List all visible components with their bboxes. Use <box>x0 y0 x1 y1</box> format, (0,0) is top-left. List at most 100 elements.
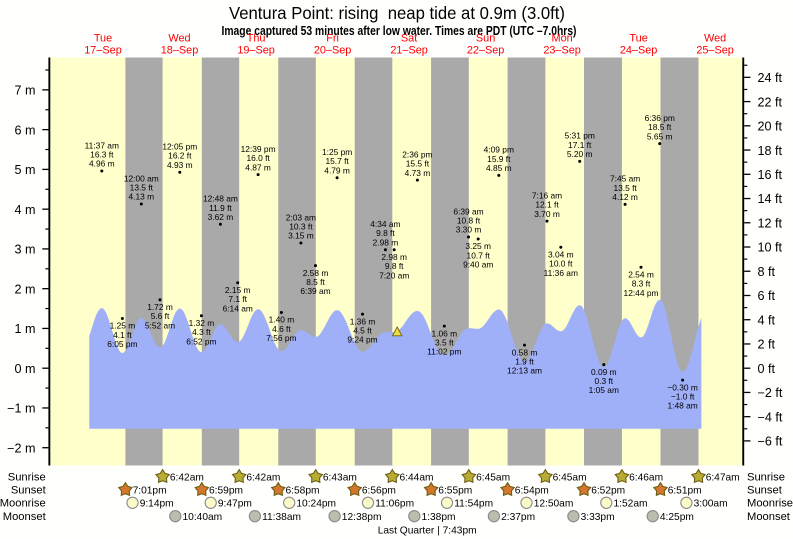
svg-text:3.5 ft: 3.5 ft <box>435 338 454 348</box>
svg-text:12:38pm: 12:38pm <box>342 512 382 523</box>
svg-text:2.98 m: 2.98 m <box>373 237 399 247</box>
svg-text:9:24 pm: 9:24 pm <box>347 335 377 345</box>
svg-text:20 ft: 20 ft <box>758 120 783 134</box>
svg-text:7:16 am: 7:16 am <box>532 190 562 200</box>
svg-text:Fri: Fri <box>326 32 339 44</box>
svg-text:2.98 m: 2.98 m <box>381 252 407 262</box>
svg-text:4 m: 4 m <box>15 203 36 217</box>
svg-text:Sunrise: Sunrise <box>747 471 785 483</box>
svg-text:9.8 ft: 9.8 ft <box>376 228 395 238</box>
svg-text:1.32 m: 1.32 m <box>189 318 215 328</box>
svg-text:1.9 ft: 1.9 ft <box>515 357 534 367</box>
svg-text:6:05 pm: 6:05 pm <box>107 339 137 349</box>
svg-text:2:03 am: 2:03 am <box>286 212 316 222</box>
svg-text:1:05 am: 1:05 am <box>589 385 619 395</box>
svg-text:8.3 ft: 8.3 ft <box>632 279 651 289</box>
svg-text:15.5 ft: 15.5 ft <box>406 159 430 169</box>
svg-text:4.13 m: 4.13 m <box>128 192 154 202</box>
svg-text:5:52 am: 5:52 am <box>145 320 175 330</box>
svg-text:7:56 pm: 7:56 pm <box>266 333 296 343</box>
svg-text:11:54pm: 11:54pm <box>454 498 493 509</box>
svg-text:11:02 pm: 11:02 pm <box>427 347 461 357</box>
svg-text:−2 ft: −2 ft <box>758 386 783 400</box>
svg-text:2.15 m: 2.15 m <box>225 285 251 295</box>
svg-text:12:39 pm: 12:39 pm <box>241 144 276 154</box>
svg-text:0.09 m: 0.09 m <box>591 367 617 377</box>
svg-text:Wed: Wed <box>168 32 190 44</box>
svg-text:7:45 am: 7:45 am <box>610 174 640 184</box>
svg-text:15.9 ft: 15.9 ft <box>487 154 511 164</box>
svg-text:6:51pm: 6:51pm <box>668 485 702 496</box>
svg-text:Sat: Sat <box>401 32 417 44</box>
svg-text:4:09 pm: 4:09 pm <box>484 145 514 155</box>
svg-text:2:37pm: 2:37pm <box>501 512 535 523</box>
svg-text:12.1 ft: 12.1 ft <box>535 200 559 210</box>
svg-text:5.65 m: 5.65 m <box>647 131 673 141</box>
svg-text:0.58 m: 0.58 m <box>512 347 538 357</box>
svg-text:22–Sep: 22–Sep <box>467 44 505 56</box>
svg-text:2 m: 2 m <box>15 282 36 296</box>
svg-text:24 ft: 24 ft <box>758 71 783 85</box>
svg-text:0 m: 0 m <box>15 362 36 376</box>
svg-text:4.3 ft: 4.3 ft <box>192 327 211 337</box>
svg-text:16.3 ft: 16.3 ft <box>90 150 114 160</box>
svg-text:11:36 am: 11:36 am <box>544 268 578 278</box>
svg-text:9:40 am: 9:40 am <box>463 260 493 270</box>
svg-text:2:36 pm: 2:36 pm <box>402 149 432 159</box>
svg-text:5.6 ft: 5.6 ft <box>151 311 170 321</box>
svg-text:6:39 am: 6:39 am <box>300 286 330 296</box>
svg-text:5 m: 5 m <box>15 163 36 177</box>
svg-text:6 ft: 6 ft <box>758 289 776 303</box>
svg-text:9.8 ft: 9.8 ft <box>385 261 404 271</box>
svg-text:9:47pm: 9:47pm <box>218 498 252 509</box>
svg-text:1:48 am: 1:48 am <box>667 401 697 411</box>
svg-text:6:59pm: 6:59pm <box>209 485 243 496</box>
svg-text:17.1 ft: 17.1 ft <box>568 140 592 150</box>
svg-text:11:37 am: 11:37 am <box>85 140 119 150</box>
svg-text:16 ft: 16 ft <box>758 168 783 182</box>
svg-text:3.15 m: 3.15 m <box>288 231 314 241</box>
svg-text:4.96 m: 4.96 m <box>89 159 115 169</box>
svg-text:Moonset: Moonset <box>3 511 47 523</box>
svg-text:16.2 ft: 16.2 ft <box>168 151 192 161</box>
svg-text:13.5 ft: 13.5 ft <box>613 183 637 193</box>
svg-text:4.93 m: 4.93 m <box>167 160 193 170</box>
svg-text:1.25 m: 1.25 m <box>110 321 136 331</box>
svg-text:6:56pm: 6:56pm <box>362 485 396 496</box>
svg-text:11:06pm: 11:06pm <box>375 498 414 509</box>
svg-text:6:52pm: 6:52pm <box>591 485 625 496</box>
svg-text:Sunset: Sunset <box>747 484 783 496</box>
svg-text:6:14 am: 6:14 am <box>223 303 253 313</box>
svg-text:25–Sep: 25–Sep <box>696 44 734 56</box>
svg-text:3:00am: 3:00am <box>694 498 728 509</box>
svg-text:4.87 m: 4.87 m <box>245 162 271 172</box>
svg-text:Tue: Tue <box>94 32 112 44</box>
svg-text:12:05 pm: 12:05 pm <box>162 142 197 152</box>
svg-text:Moonrise: Moonrise <box>0 497 46 509</box>
svg-text:6:39 am: 6:39 am <box>453 206 483 216</box>
svg-text:20–Sep: 20–Sep <box>314 44 352 56</box>
svg-text:Sun: Sun <box>476 32 495 44</box>
svg-text:14 ft: 14 ft <box>758 192 783 206</box>
svg-text:4.79 m: 4.79 m <box>324 165 350 175</box>
svg-text:24–Sep: 24–Sep <box>620 44 658 56</box>
svg-text:4:25pm: 4:25pm <box>660 512 694 523</box>
svg-text:3.30 m: 3.30 m <box>456 225 482 235</box>
svg-text:12:44 pm: 12:44 pm <box>624 288 659 298</box>
svg-text:4 ft: 4 ft <box>758 313 776 327</box>
svg-text:−1 m: −1 m <box>7 402 35 416</box>
svg-text:8 ft: 8 ft <box>758 265 776 279</box>
svg-text:1.36 m: 1.36 m <box>350 316 376 326</box>
svg-text:Ventura Point: rising neap ti: Ventura Point: rising neap tide at 0.9m … <box>229 3 565 23</box>
svg-text:7.1 ft: 7.1 ft <box>228 294 247 304</box>
svg-text:10.3 ft: 10.3 ft <box>289 222 313 232</box>
svg-text:12 ft: 12 ft <box>758 217 783 231</box>
svg-text:Thu: Thu <box>247 32 266 44</box>
svg-text:23–Sep: 23–Sep <box>543 44 581 56</box>
svg-text:3 m: 3 m <box>15 243 36 257</box>
svg-text:9:14pm: 9:14pm <box>140 498 174 509</box>
svg-text:6:42am: 6:42am <box>246 472 280 483</box>
svg-text:12:13 am: 12:13 am <box>507 366 542 376</box>
svg-text:−0.30 m: −0.30 m <box>667 382 698 392</box>
svg-text:4.5 ft: 4.5 ft <box>353 326 372 336</box>
